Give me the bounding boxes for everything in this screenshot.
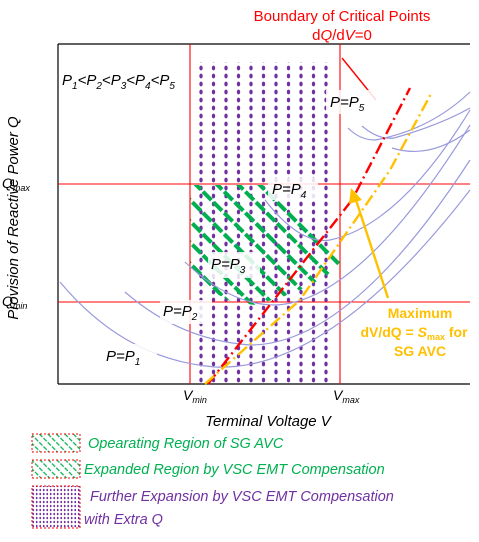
legend: Opearating Region of SG AVC Expanded Reg… [31, 433, 394, 529]
y-axis-title: Provision of Reactive Power Q [5, 116, 22, 320]
v-min-label: Vmin [183, 387, 207, 405]
curve-label-p1: P=P1 [106, 348, 140, 368]
avc-max-line [204, 91, 434, 385]
curve-label-p3: P=P3 [211, 256, 246, 276]
curve-label-p2: P=P2 [163, 303, 198, 323]
legend-item-expanded-region: Expanded Region by VSC EMT Compensation [31, 459, 385, 479]
x-axis-title: Terminal Voltage V [205, 413, 333, 430]
svg-text:Expanded Region by VSC EMT Com: Expanded Region by VSC EMT Compensation [84, 462, 385, 478]
curve-labels: P=P5 P=P4 P=P3 P=P2 P=P1 [103, 90, 380, 370]
v-max-label: Vmax [333, 387, 360, 405]
curve-p1 [59, 189, 471, 368]
boundary-title: Boundary of Critical Points [254, 8, 431, 25]
boundary-condition: dQ/dV=0 [312, 27, 372, 44]
critical-boundary-line [207, 87, 412, 385]
legend-item-extra-q-region: Further Expansion by VSC EMT Compensatio… [31, 485, 394, 529]
avc-annotation: Maximum dV/dQ = Smax for SG AVC [360, 305, 468, 359]
svg-text:SG AVC: SG AVC [394, 343, 446, 359]
q-max-label: Qmax [2, 175, 30, 193]
curve-label-p5: P=P5 [330, 94, 365, 114]
curve-p3 [184, 124, 471, 306]
curve-p5 [347, 91, 471, 141]
q-min-label: Qmin [2, 293, 27, 311]
power-ordering: P1<P2<P3<P4<P5 [62, 72, 175, 92]
svg-text:Further Expansion by VSC EMT C: Further Expansion by VSC EMT Compensatio… [90, 489, 394, 505]
svg-text:dV/dQ = Smax for: dV/dQ = Smax for [360, 324, 468, 342]
svg-text:Opearating Region of SG AVC: Opearating Region of SG AVC [88, 436, 284, 452]
legend-item-avc-region: Opearating Region of SG AVC [31, 433, 284, 453]
avc-arrow [349, 188, 390, 299]
svg-text:with Extra Q: with Extra Q [84, 512, 163, 528]
svg-text:Maximum: Maximum [388, 305, 453, 321]
curve-label-p4: P=P4 [272, 181, 307, 201]
